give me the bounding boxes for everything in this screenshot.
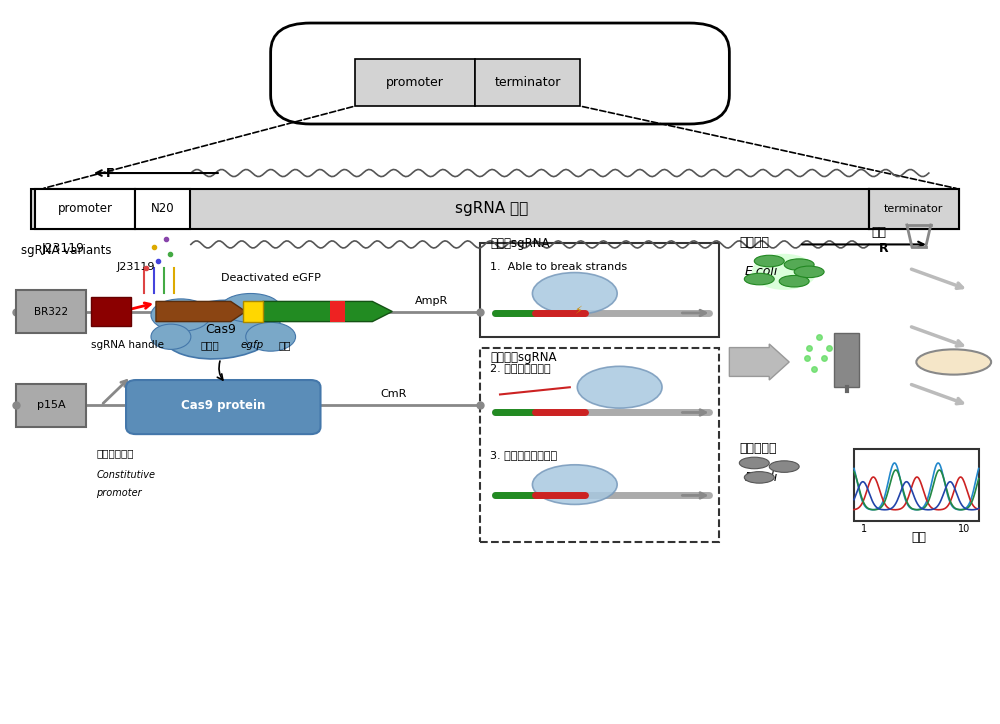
FancyBboxPatch shape	[355, 59, 475, 106]
Ellipse shape	[744, 471, 774, 483]
Ellipse shape	[161, 300, 280, 359]
Text: AmpR: AmpR	[415, 295, 448, 306]
FancyBboxPatch shape	[475, 59, 580, 106]
FancyBboxPatch shape	[31, 189, 959, 229]
Text: 无活性的sgRNA: 无活性的sgRNA	[490, 351, 557, 364]
Text: sgRNA handle: sgRNA handle	[91, 340, 164, 350]
Ellipse shape	[754, 256, 784, 267]
Text: 活性的sgRNA: 活性的sgRNA	[490, 237, 550, 251]
Text: F: F	[106, 167, 115, 180]
FancyBboxPatch shape	[854, 449, 979, 521]
FancyBboxPatch shape	[834, 333, 859, 387]
FancyBboxPatch shape	[35, 189, 135, 229]
Text: Deactivated eGFP: Deactivated eGFP	[221, 273, 321, 282]
Ellipse shape	[784, 259, 814, 270]
Text: 无法被检测: 无法被检测	[739, 442, 777, 455]
Text: 组成型启动子: 组成型启动子	[96, 449, 134, 458]
Text: 3. 无法产生双链断裂: 3. 无法产生双链断裂	[490, 450, 557, 460]
Text: 1: 1	[861, 524, 867, 534]
Text: Cas9: Cas9	[205, 323, 236, 336]
Ellipse shape	[532, 465, 617, 505]
Ellipse shape	[151, 324, 191, 350]
FancyBboxPatch shape	[126, 380, 320, 434]
FancyBboxPatch shape	[480, 243, 719, 337]
FancyBboxPatch shape	[869, 189, 959, 229]
Text: Constitutive: Constitutive	[96, 470, 155, 480]
Text: CmR: CmR	[380, 390, 407, 400]
Text: terminator: terminator	[494, 76, 561, 89]
FancyBboxPatch shape	[16, 290, 86, 333]
FancyArrow shape	[729, 344, 789, 380]
Text: E.coli: E.coli	[744, 471, 778, 484]
Text: sgRNA 骨架: sgRNA 骨架	[455, 201, 528, 216]
Ellipse shape	[794, 266, 824, 277]
Text: egfp: egfp	[241, 340, 264, 350]
Ellipse shape	[221, 293, 281, 322]
Text: terminator: terminator	[884, 203, 944, 214]
Ellipse shape	[246, 322, 296, 351]
FancyArrow shape	[263, 301, 392, 321]
Text: 1.  Able to break strands: 1. Able to break strands	[490, 263, 627, 272]
FancyBboxPatch shape	[243, 301, 263, 321]
Ellipse shape	[532, 272, 617, 314]
Text: J23119: J23119	[41, 242, 84, 255]
Ellipse shape	[577, 366, 662, 408]
Text: 测序: 测序	[911, 531, 926, 544]
FancyBboxPatch shape	[480, 348, 719, 542]
Ellipse shape	[739, 457, 769, 468]
Text: 分选: 分选	[871, 226, 886, 239]
Text: N20: N20	[151, 202, 174, 215]
Ellipse shape	[769, 460, 799, 472]
Text: E.coli: E.coli	[744, 266, 778, 278]
Text: J23119: J23119	[116, 262, 155, 272]
Text: promoter: promoter	[58, 202, 113, 215]
FancyBboxPatch shape	[135, 189, 190, 229]
Ellipse shape	[916, 350, 991, 374]
Ellipse shape	[744, 273, 774, 285]
Text: Cas9 protein: Cas9 protein	[181, 399, 265, 412]
Text: 失活的: 失活的	[201, 340, 220, 350]
Text: 10: 10	[958, 524, 970, 534]
Text: promoter: promoter	[96, 488, 142, 498]
Text: R: R	[879, 243, 889, 256]
FancyArrow shape	[156, 301, 246, 321]
FancyBboxPatch shape	[91, 297, 131, 326]
Ellipse shape	[151, 299, 211, 332]
Text: 可被检测: 可被检测	[739, 237, 769, 250]
FancyBboxPatch shape	[330, 301, 345, 321]
FancyBboxPatch shape	[16, 384, 86, 427]
Text: BR322: BR322	[34, 306, 68, 316]
Text: p15A: p15A	[37, 400, 66, 411]
Text: promoter: promoter	[386, 76, 444, 89]
Ellipse shape	[779, 275, 809, 287]
FancyBboxPatch shape	[271, 23, 729, 124]
Text: ⚡: ⚡	[574, 306, 582, 316]
Text: sgRNA variants: sgRNA variants	[21, 245, 112, 258]
Text: 2. 无法形成复合体: 2. 无法形成复合体	[490, 363, 551, 374]
Text: 基因: 基因	[279, 340, 291, 350]
Ellipse shape	[752, 254, 817, 290]
